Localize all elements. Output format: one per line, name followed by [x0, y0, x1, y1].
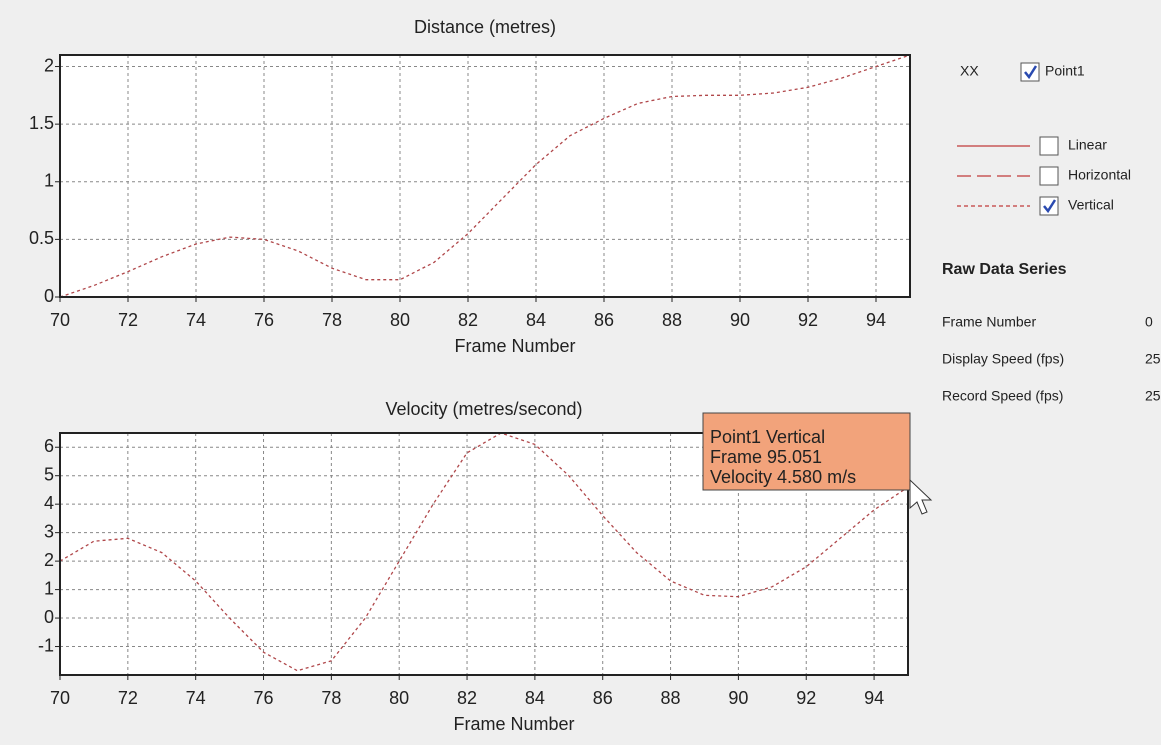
tooltip-line: Frame 95.051	[710, 447, 822, 467]
row-label: Frame Number	[942, 314, 1036, 330]
row-label: Display Speed (fps)	[942, 351, 1064, 367]
x-tick-label: 84	[526, 310, 546, 330]
y-tick-label: 2	[44, 550, 54, 570]
raw-data-title: Raw Data Series	[942, 261, 1067, 278]
line-label: Vertical	[1068, 197, 1114, 213]
x-tick-label: 94	[864, 688, 884, 708]
y-tick-label: 1	[44, 171, 54, 191]
x-tick-label: 82	[457, 688, 477, 708]
x-tick-label: 90	[728, 688, 748, 708]
app-window: Distance (metres) 0 0.5 1 1.5 2 70 72 74 76 78 80 82…	[0, 0, 1161, 745]
x-axis-label: Frame Number	[453, 714, 574, 734]
plot-area	[60, 55, 910, 297]
point-label: Point1	[1045, 63, 1085, 79]
line-checkbox[interactable]	[1040, 167, 1058, 185]
tooltip-line: Velocity 4.580 m/s	[710, 467, 856, 487]
line-checkbox[interactable]	[1040, 197, 1058, 215]
x-tick-label: 76	[254, 310, 274, 330]
chart-title: Distance (metres)	[414, 17, 556, 37]
x-tick-label: 78	[322, 310, 342, 330]
chart-title: Velocity (metres/second)	[385, 399, 582, 419]
x-tick-label: 80	[389, 688, 409, 708]
x-tick-label: 76	[254, 688, 274, 708]
row-value: 25	[1145, 351, 1161, 367]
y-tick-label: 1.5	[29, 113, 54, 133]
y-tick-label: 6	[44, 436, 54, 456]
y-tick-label: 5	[44, 464, 54, 484]
y-tick-label: 0	[44, 286, 54, 306]
x-tick-label: 92	[798, 310, 818, 330]
x-tick-label: 86	[594, 310, 614, 330]
x-tick-label: 82	[458, 310, 478, 330]
x-tick-label: 88	[662, 310, 682, 330]
x-tick-label: 74	[186, 310, 206, 330]
y-tick-label: 0.5	[29, 228, 54, 248]
y-tick-label: 0	[44, 607, 54, 627]
x-tick-label: 90	[730, 310, 750, 330]
row-value: 25	[1145, 388, 1161, 404]
x-axis-label: Frame Number	[454, 336, 575, 356]
y-tick-label: 1	[44, 578, 54, 598]
y-tick-label: -1	[38, 635, 54, 655]
x-tick-label: 92	[796, 688, 816, 708]
x-tick-label: 80	[390, 310, 410, 330]
line-checkbox[interactable]	[1040, 137, 1058, 155]
row-label: Record Speed (fps)	[942, 388, 1063, 404]
point-checkbox[interactable]	[1021, 63, 1039, 81]
tooltip-line: Point1 Vertical	[710, 427, 825, 447]
marker-label: XX	[960, 63, 979, 79]
x-tick-label: 74	[186, 688, 206, 708]
x-tick-label: 72	[118, 688, 138, 708]
y-tick-label: 3	[44, 521, 54, 541]
x-tick-label: 78	[321, 688, 341, 708]
line-label: Horizontal	[1068, 167, 1131, 183]
x-tick-label: 94	[866, 310, 886, 330]
y-tick-label: 2	[44, 55, 54, 75]
line-label: Linear	[1068, 137, 1107, 153]
x-tick-label: 88	[661, 688, 681, 708]
x-tick-label: 70	[50, 310, 70, 330]
x-tick-label: 86	[593, 688, 613, 708]
x-tick-label: 70	[50, 688, 70, 708]
x-tick-label: 84	[525, 688, 545, 708]
y-tick-label: 4	[44, 493, 54, 513]
row-value: 0	[1145, 314, 1153, 330]
x-tick-label: 72	[118, 310, 138, 330]
